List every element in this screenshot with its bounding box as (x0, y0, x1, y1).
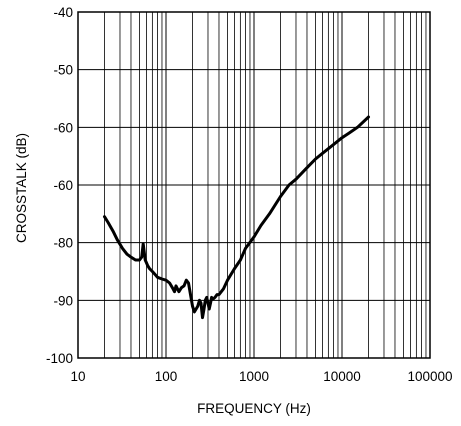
x-axis-label: FREQUENCY (Hz) (197, 401, 311, 416)
x-tick-label: 1000 (239, 369, 269, 384)
y-tick-label: -50 (53, 63, 73, 78)
y-tick-label: -40 (53, 5, 73, 20)
y-tick-label: -100 (46, 351, 73, 366)
line-layer (103, 115, 370, 320)
y-tick-label: -60 (53, 120, 73, 135)
crosstalk-line (103, 115, 370, 320)
x-tick-label: 10000 (323, 369, 361, 384)
y-axis-label: CROSSTALK (dB) (14, 133, 29, 243)
x-tick-label: 100000 (407, 369, 452, 384)
tick-label-layer: -100 -90 -80 -60 -60 -50 -40 10 100 1000 10000 1000… (46, 5, 453, 384)
y-tick-label: -80 (53, 236, 73, 251)
y-tick-label: -60 (53, 178, 73, 193)
plot-frame (77, 11, 431, 359)
y-tick-label: -90 (53, 293, 73, 308)
x-tick-label: 100 (155, 369, 178, 384)
x-tick-label: 10 (70, 369, 85, 384)
